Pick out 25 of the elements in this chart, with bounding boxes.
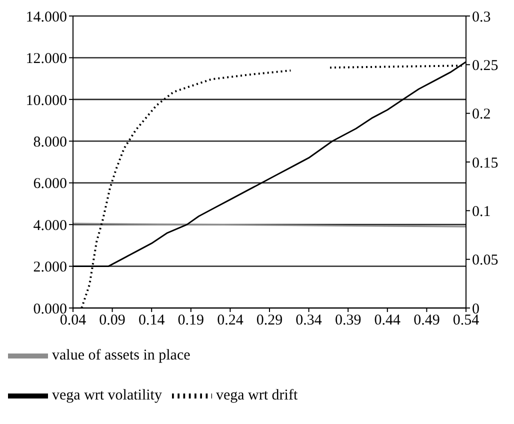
legend-label: vega wrt volatility <box>52 387 162 404</box>
legend-label: value of assets in place <box>52 347 190 364</box>
y-tick-label: 8.000 <box>33 134 67 150</box>
legend-label: vega wrt drift <box>216 387 298 404</box>
y2-tick-label: 0.05 <box>472 252 498 269</box>
x-tick-label: 0.14 <box>138 312 166 329</box>
x-tick-label: 0.49 <box>414 312 440 329</box>
y-tick-label: 4.000 <box>33 218 67 234</box>
y-tick-label: 2.000 <box>33 260 67 276</box>
x-tick-label: 0.24 <box>217 312 244 329</box>
y2-tick-label: 0.1 <box>472 204 491 220</box>
x-tick-label: 0.39 <box>334 312 362 329</box>
x-tick-label: 0.29 <box>256 312 283 329</box>
y2-tick-label: 0.2 <box>472 106 491 123</box>
y2-tick-label: 0.3 <box>472 9 491 26</box>
y-tick-label: 10.000 <box>26 92 67 109</box>
y-tick-label: 14.000 <box>26 9 67 26</box>
x-tick-label: 0.34 <box>296 312 322 329</box>
x-tick-label: 0.09 <box>99 312 126 329</box>
y2-tick-label: 0.25 <box>472 58 498 74</box>
y-tick-label: 6.000 <box>33 176 67 192</box>
y-tick-label: 12.000 <box>26 51 67 68</box>
x-tick-label: 0.44 <box>374 312 402 329</box>
y2-tick-label: 0.15 <box>472 155 498 172</box>
x-tick-label: 0.19 <box>178 312 204 329</box>
